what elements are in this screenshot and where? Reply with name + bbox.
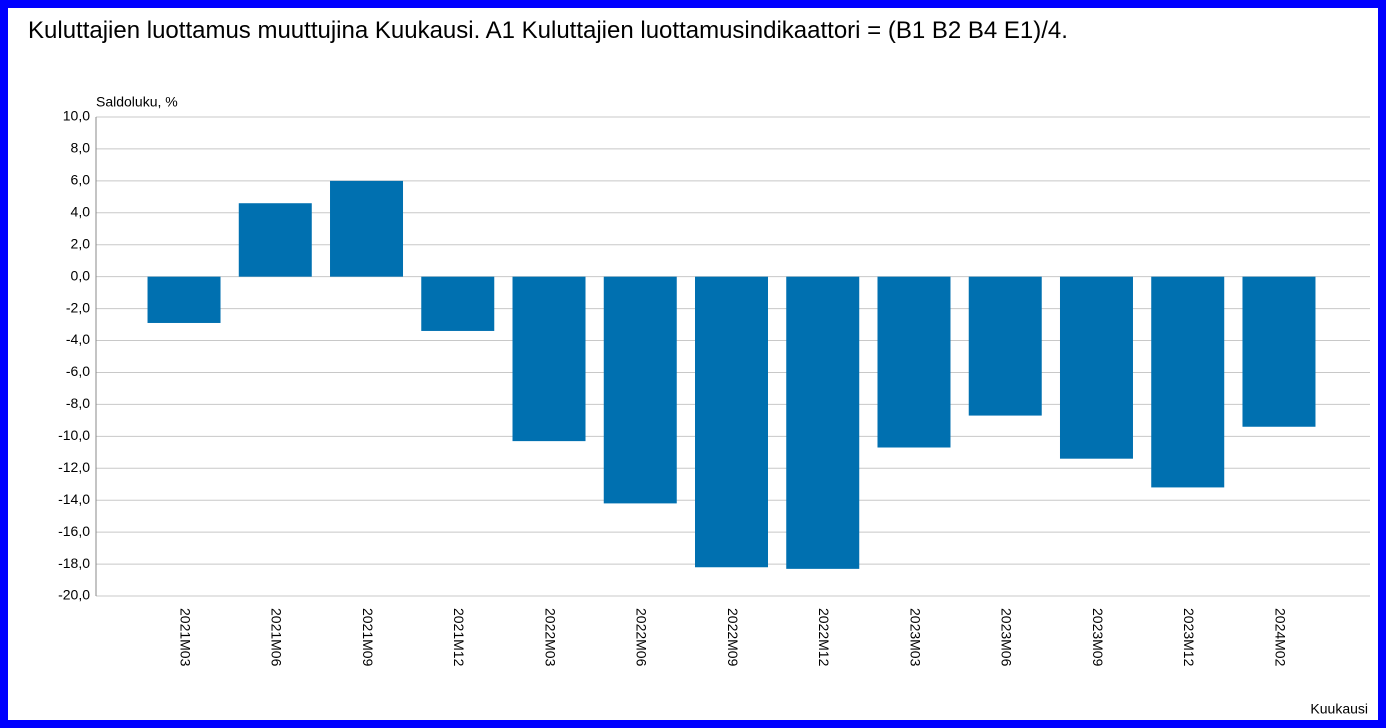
y-axis-label: Saldoluku, % <box>96 94 178 110</box>
x-tick-label: 2022M09 <box>725 608 741 667</box>
chart-frame: -20,0 -18,0 -16,0 -14,0 -12,0 -10,0 -8,0 -6,0 -4… <box>8 8 1378 720</box>
y-tick-label: 2,0 <box>71 235 91 251</box>
bar <box>421 276 495 331</box>
bar <box>147 276 221 323</box>
y-tick-label: -16,0 <box>58 523 90 539</box>
bar <box>968 276 1042 416</box>
y-tick-label: -4,0 <box>66 331 90 347</box>
y-tick-label: 10,0 <box>63 108 90 124</box>
x-tick-label: 2022M03 <box>542 608 558 667</box>
x-tick-label: 2023M12 <box>1181 608 1197 667</box>
bar <box>877 276 951 448</box>
x-tick-label: 2021M03 <box>177 608 193 667</box>
y-tick-label: -18,0 <box>58 555 90 571</box>
y-tick-label: -20,0 <box>58 587 90 603</box>
y-tick-label: 4,0 <box>71 204 91 220</box>
x-tick-label: 2022M12 <box>816 608 832 667</box>
x-tick-label: 2022M06 <box>634 608 650 667</box>
bar <box>603 276 677 504</box>
chart: -20,0 -18,0 -16,0 -14,0 -12,0 -10,0 -8,0 -6,0 -4… <box>58 94 1370 717</box>
x-tick-label: 2021M06 <box>269 608 285 667</box>
bar <box>1151 276 1225 488</box>
bar <box>330 180 404 277</box>
x-tick-label: 2021M12 <box>451 608 467 667</box>
y-tick-label: -8,0 <box>66 395 90 411</box>
y-tick-label: -2,0 <box>66 299 90 315</box>
bar <box>1059 276 1133 459</box>
bar <box>238 203 312 277</box>
y-tick-label: 6,0 <box>71 172 91 188</box>
bar <box>786 276 860 569</box>
x-tick-label: 2023M06 <box>999 608 1015 667</box>
bar <box>695 276 768 568</box>
y-tick-label: 0,0 <box>71 267 91 283</box>
y-tick-label: -14,0 <box>58 491 90 507</box>
x-tick-label: 2023M03 <box>907 608 923 667</box>
x-tick-label: 2021M09 <box>360 608 376 667</box>
y-tick-label: 8,0 <box>71 140 91 156</box>
x-tick-label: 2023M09 <box>1090 608 1106 667</box>
bar <box>1242 276 1316 427</box>
y-tick-label: -12,0 <box>58 459 90 475</box>
x-tick-label: 2024M02 <box>1272 608 1288 667</box>
y-tick-label: -10,0 <box>58 427 90 443</box>
y-tick-label: -6,0 <box>66 363 90 379</box>
x-axis-label: Kuukausi <box>1310 701 1368 717</box>
chart-title: Kuluttajien luottamus muuttujina Kuukaus… <box>28 17 1068 44</box>
bar <box>512 276 586 442</box>
